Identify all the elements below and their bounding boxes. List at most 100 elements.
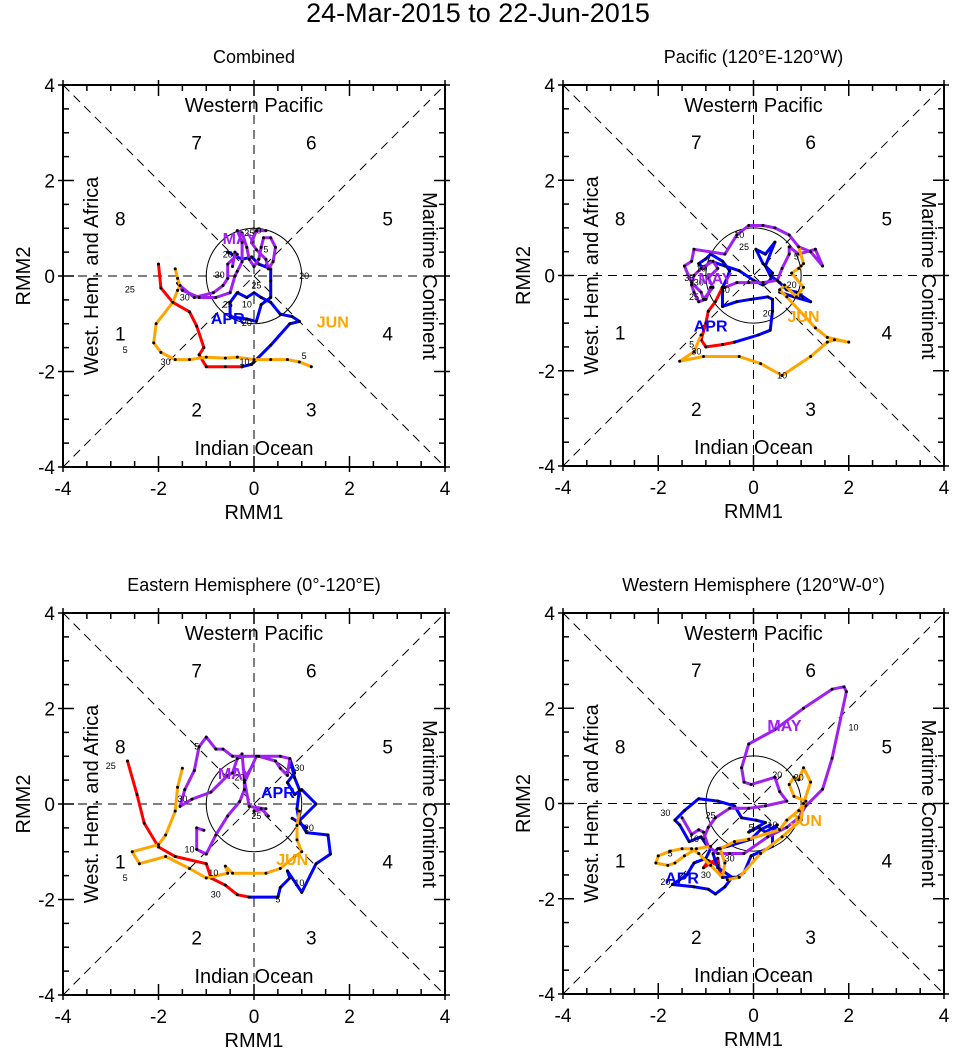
data-point-april — [247, 895, 251, 899]
data-point-june — [654, 861, 658, 865]
data-point-june — [656, 854, 660, 858]
day-label: 25 — [689, 292, 699, 302]
data-point-may — [690, 259, 694, 263]
data-point-may — [761, 223, 765, 227]
day-label: 5 — [794, 251, 799, 261]
data-point-april — [763, 821, 767, 825]
data-point-may — [797, 816, 801, 820]
data-point-june — [252, 358, 256, 362]
data-point-may — [747, 281, 751, 285]
data-point-april — [768, 823, 772, 827]
data-point-may — [690, 832, 694, 836]
day-label: 10 — [768, 820, 778, 830]
data-point-may — [830, 687, 834, 691]
day-label: 20 — [223, 250, 233, 260]
figure-title: 24-Mar-2015 to 22-Jun-2015 — [306, 0, 650, 28]
data-point-april — [763, 252, 767, 256]
region-label-right: Maritime Continent — [418, 192, 440, 360]
data-point-april — [278, 312, 282, 316]
data-point-june — [794, 295, 798, 299]
data-point-april — [771, 297, 775, 301]
day-label: 25 — [244, 228, 254, 238]
day-label: 20 — [787, 280, 797, 290]
y-tick-label: 2 — [544, 171, 555, 192]
data-point-april — [771, 309, 775, 313]
month-label-april: APR — [261, 785, 295, 802]
data-point-june — [792, 794, 796, 798]
data-point-march — [204, 862, 208, 866]
data-point-april — [721, 259, 725, 263]
day-label: 20 — [242, 318, 252, 328]
region-label-left: West. Hem. and Africa — [581, 175, 603, 374]
data-point-march — [716, 856, 720, 860]
series-line-march — [157, 262, 244, 369]
region-label-left: West. Hem. and Africa — [581, 703, 603, 902]
phase-label: 7 — [191, 661, 202, 682]
data-point-may — [821, 787, 825, 791]
data-point-june — [668, 849, 672, 853]
data-point-april — [295, 807, 299, 811]
data-point-june — [759, 362, 763, 366]
data-point-may — [214, 747, 218, 751]
x-tick-label: -2 — [650, 1006, 667, 1027]
x-tick-label: 0 — [748, 478, 759, 499]
data-point-june — [725, 878, 729, 882]
day-label: 30 — [701, 870, 711, 880]
data-point-april — [768, 274, 772, 277]
data-point-april — [761, 262, 765, 266]
data-point-april — [297, 788, 301, 792]
data-point-june — [809, 780, 813, 784]
data-point-april — [747, 830, 751, 834]
data-point-june — [709, 863, 713, 867]
data-point-april — [763, 264, 767, 268]
data-point-march — [704, 345, 708, 349]
data-point-june — [799, 264, 803, 268]
data-point-march — [188, 310, 192, 314]
data-point-june — [802, 285, 806, 289]
phase-label: 7 — [691, 661, 702, 682]
data-point-april — [721, 304, 725, 308]
data-point-april — [259, 303, 263, 307]
data-point-april — [678, 823, 682, 827]
day-label: 5 — [123, 873, 128, 883]
data-point-may — [813, 247, 817, 251]
data-point-april — [716, 866, 720, 870]
data-point-june — [690, 847, 694, 851]
data-point-may — [221, 284, 225, 288]
y-tick-label: 2 — [544, 699, 555, 720]
day-label: 5 — [275, 895, 280, 905]
data-point-may — [254, 248, 258, 252]
data-point-june — [832, 338, 836, 342]
data-point-june — [226, 871, 230, 875]
data-point-may — [204, 852, 208, 856]
data-point-may — [202, 828, 206, 832]
day-label: 10 — [734, 230, 744, 240]
data-point-may — [809, 250, 813, 254]
data-point-may — [690, 281, 694, 285]
day-label: 30 — [694, 278, 704, 288]
data-point-may — [195, 847, 199, 851]
data-point-june — [809, 354, 813, 358]
day-label: 25 — [251, 281, 261, 291]
panel-title: Western Hemisphere (120°W-0°) — [622, 575, 885, 595]
data-point-april — [290, 315, 294, 319]
day-label: 10 — [696, 263, 706, 273]
data-point-june — [666, 863, 670, 867]
data-point-may — [699, 266, 703, 270]
x-tick-label: 4 — [440, 1007, 451, 1028]
y-tick-label: -4 — [538, 985, 555, 1006]
data-point-june — [721, 875, 725, 879]
day-label: 25 — [125, 284, 135, 294]
data-point-june — [178, 284, 182, 288]
data-point-june — [180, 766, 184, 770]
data-point-may — [680, 816, 684, 820]
series-line-march — [699, 285, 736, 349]
y-tick-label: 4 — [544, 604, 555, 625]
phase-label: 4 — [382, 852, 393, 873]
data-point-june — [204, 876, 208, 880]
data-point-may — [231, 264, 235, 268]
data-point-june — [732, 840, 736, 844]
day-label: 5 — [194, 742, 199, 752]
data-point-may — [192, 769, 196, 773]
data-point-may — [723, 252, 727, 256]
